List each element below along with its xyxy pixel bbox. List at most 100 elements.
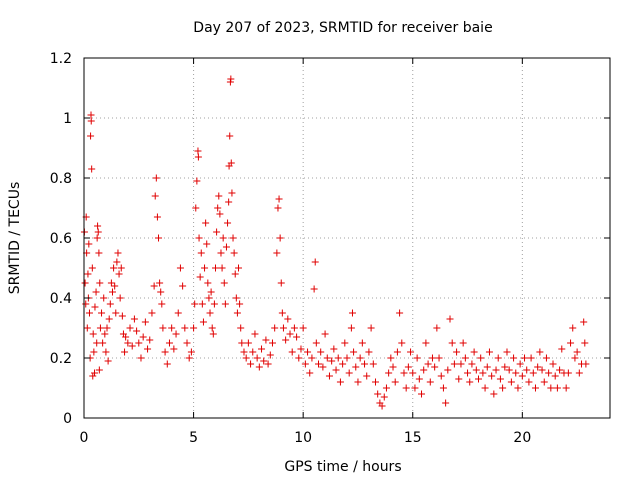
- data-point: [477, 354, 485, 362]
- data-point: [569, 324, 577, 332]
- data-point: [330, 345, 338, 353]
- data-point: [400, 369, 408, 377]
- data-point: [361, 360, 369, 368]
- data-point: [442, 399, 450, 407]
- data-point: [553, 384, 561, 392]
- data-point: [529, 369, 537, 377]
- data-point: [304, 348, 312, 356]
- data-point: [83, 324, 91, 332]
- data-point: [516, 360, 524, 368]
- data-point: [163, 360, 171, 368]
- data-point: [84, 270, 92, 278]
- data-point: [312, 339, 320, 347]
- data-point: [153, 213, 161, 221]
- data-point: [363, 372, 371, 380]
- data-point: [212, 264, 219, 272]
- data-point: [236, 300, 244, 308]
- data-point: [266, 351, 274, 359]
- data-point: [249, 348, 257, 356]
- data-point: [505, 366, 513, 374]
- data-point: [81, 279, 89, 287]
- data-point: [118, 312, 126, 320]
- data-point: [435, 354, 443, 362]
- data-point: [556, 366, 564, 374]
- axis-ticks: [83, 57, 610, 419]
- y-tick-label: 1.2: [50, 51, 72, 67]
- data-point: [466, 378, 474, 386]
- data-point: [113, 258, 121, 266]
- data-point: [151, 192, 159, 200]
- data-point: [194, 153, 202, 161]
- data-point: [453, 348, 461, 356]
- data-point: [130, 315, 138, 323]
- data-point: [124, 339, 132, 347]
- data-point: [187, 348, 195, 356]
- data-point: [472, 366, 480, 374]
- data-point: [94, 222, 102, 230]
- data-point: [235, 264, 243, 272]
- data-point: [573, 348, 581, 356]
- data-point: [183, 339, 191, 347]
- data-point: [159, 324, 167, 332]
- data-point: [282, 336, 290, 344]
- data-point: [89, 372, 97, 380]
- data-point: [356, 354, 364, 362]
- data-point: [146, 336, 154, 344]
- x-tick-label: 5: [189, 430, 198, 446]
- data-point: [538, 366, 546, 374]
- data-point: [202, 219, 210, 227]
- data-point: [101, 330, 109, 338]
- data-point: [255, 363, 263, 371]
- data-point: [431, 363, 439, 371]
- data-point: [391, 378, 399, 386]
- data-point: [204, 279, 212, 287]
- data-point: [150, 282, 158, 290]
- x-tick-label: 15: [404, 430, 422, 446]
- data-point: [174, 309, 182, 317]
- data-point: [231, 270, 239, 278]
- data-point: [494, 354, 502, 362]
- data-point: [507, 378, 515, 386]
- data-point: [448, 339, 456, 347]
- data-point: [99, 339, 107, 347]
- data-point: [450, 360, 458, 368]
- data-point: [385, 369, 393, 377]
- data-point: [439, 384, 447, 392]
- data-point: [93, 234, 101, 242]
- data-point: [199, 318, 207, 326]
- data-point: [233, 309, 241, 317]
- data-point: [277, 279, 285, 287]
- data-point: [229, 234, 237, 242]
- data-point: [92, 288, 100, 296]
- data-point: [117, 264, 125, 272]
- data-point: [549, 360, 557, 368]
- data-point: [534, 363, 542, 371]
- data-point: [128, 342, 136, 350]
- data-point: [217, 249, 225, 257]
- data-point: [88, 264, 96, 272]
- data-point: [323, 354, 331, 362]
- data-point: [306, 369, 314, 377]
- grid-lines: [84, 58, 610, 418]
- data-point: [247, 360, 255, 368]
- data-point: [415, 375, 423, 383]
- data-point: [116, 294, 124, 302]
- data-point: [144, 345, 152, 353]
- data-point: [295, 354, 303, 362]
- data-point: [276, 234, 284, 242]
- data-point: [94, 228, 102, 236]
- data-point: [158, 300, 166, 308]
- y-tick-label: 0.8: [50, 171, 72, 187]
- data-point: [181, 324, 189, 332]
- data-point: [393, 348, 401, 356]
- data-point: [564, 369, 572, 377]
- data-point: [389, 363, 397, 371]
- data-point: [108, 288, 116, 296]
- data-point: [279, 324, 287, 332]
- data-point: [284, 315, 292, 323]
- data-point: [226, 132, 234, 140]
- data-point: [407, 348, 415, 356]
- data-point: [347, 324, 355, 332]
- data-point: [88, 165, 96, 173]
- y-tick-label: 0.2: [50, 351, 72, 367]
